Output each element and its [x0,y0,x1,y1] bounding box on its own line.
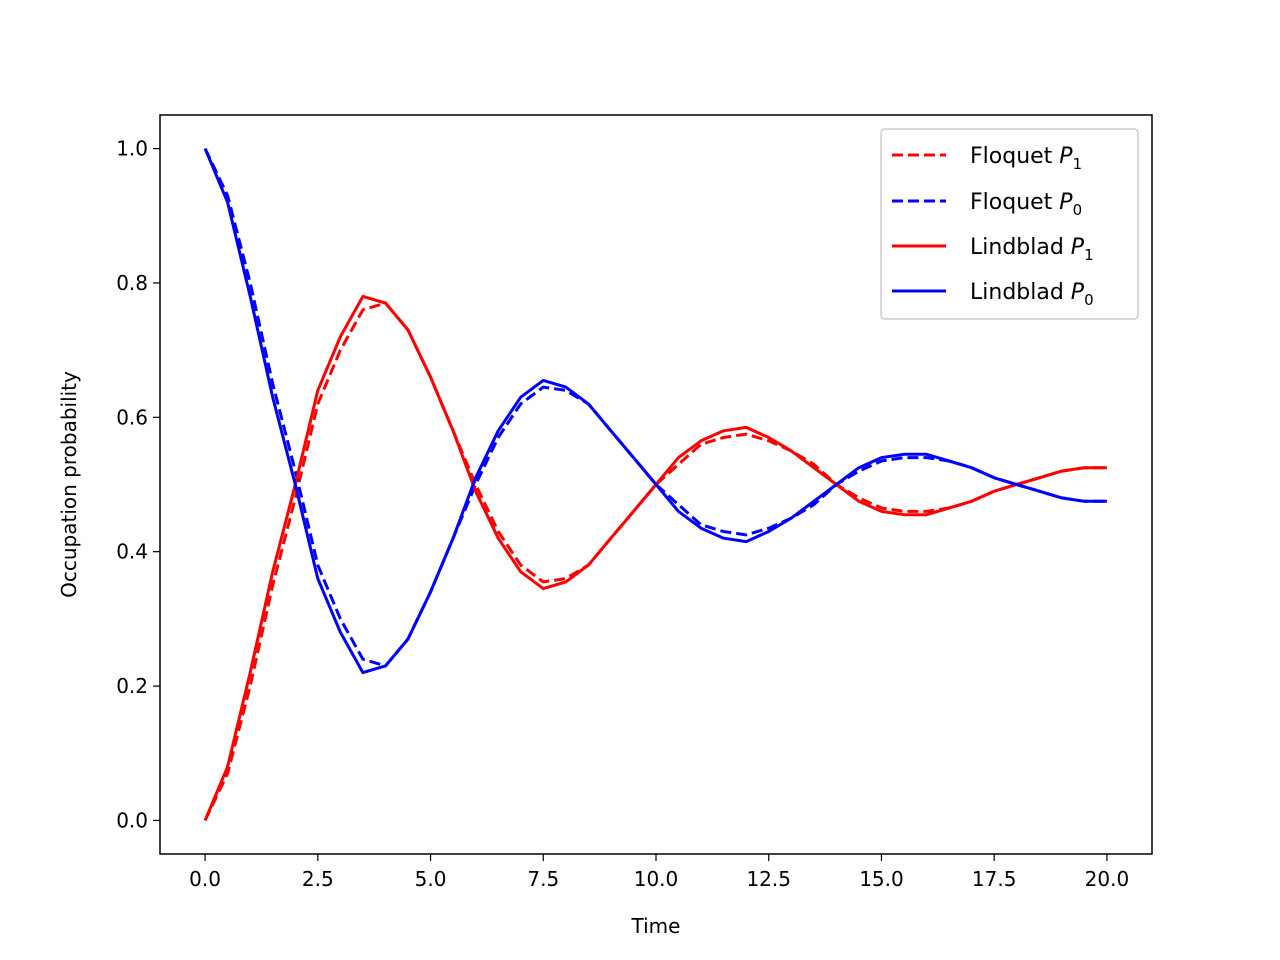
y-tick-label: 0.6 [116,405,148,429]
x-tick-label: 0.0 [189,867,221,891]
y-tick-label: 0.4 [116,540,148,564]
x-tick-label: 5.0 [415,867,447,891]
legend-label: Lindblad P1 [970,235,1094,264]
x-tick-label: 2.5 [302,867,334,891]
y-tick-label: 1.0 [116,137,148,161]
legend-label: Floquet P0 [970,190,1082,219]
x-tick-label: 7.5 [527,867,559,891]
series-layer [203,147,1107,822]
x-tick-label: 17.5 [972,867,1017,891]
series-line-lindblad-p0 [203,148,1107,675]
y-tick-label: 0.8 [116,271,148,295]
y-tick-label: 0.2 [116,674,148,698]
y-axis: 0.0 0.2 0.4 0.6 0.8 1.0 [116,137,160,832]
x-tick-label: 10.0 [634,867,679,891]
legend-box [880,128,1139,320]
x-axis: 0.0 2.5 5.0 7.5 10.0 12.5 15.0 17.5 20.0 [189,854,1129,891]
legend-label: Lindblad P0 [970,280,1094,309]
y-tick-label: 0.0 [116,808,148,832]
x-axis-label: Time [631,914,681,938]
x-tick-label: 20.0 [1085,867,1130,891]
x-tick-label: 15.0 [859,867,904,891]
x-tick-label: 12.5 [746,867,791,891]
legend-label: Floquet P1 [970,144,1082,173]
y-axis-label: Occupation probability [57,371,81,598]
legend: Floquet P1 Floquet P0 Lindblad P1 Lindblad … [880,128,1139,320]
